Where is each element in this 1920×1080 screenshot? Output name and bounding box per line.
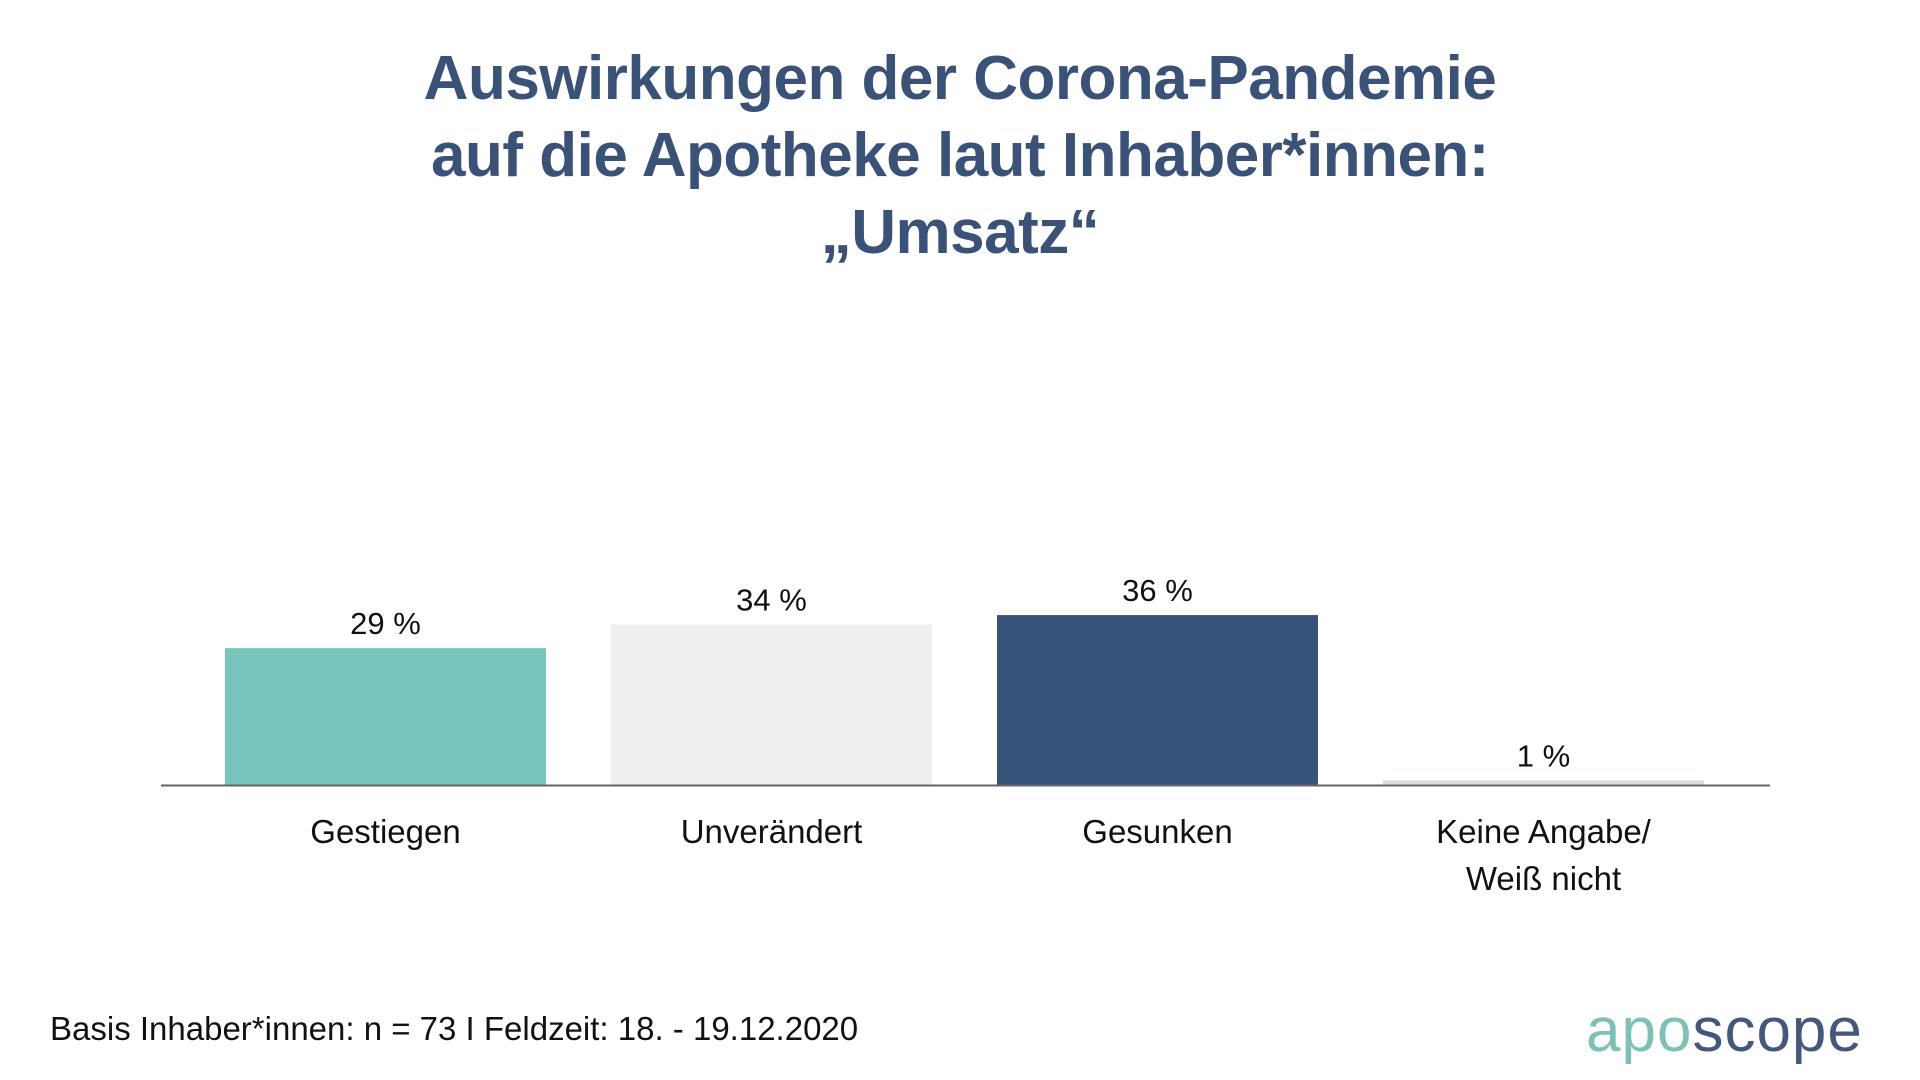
category-label: Gesunken [1082, 813, 1232, 850]
bar [611, 624, 932, 785]
value-label: 34 % [736, 583, 807, 618]
value-label: 29 % [350, 606, 421, 641]
bar [1383, 780, 1704, 785]
category-label: Gestiegen [310, 813, 460, 850]
title-line: auf die Apotheke laut Inhaber*innen: [431, 121, 1489, 190]
chart-title: Auswirkungen der Corona-Pandemie auf die… [0, 40, 1920, 271]
logo-part: apo [1586, 996, 1693, 1065]
aposcope-logo: aposcope [1586, 995, 1863, 1066]
logo-part: scope [1692, 996, 1863, 1065]
category-label: Unverändert [681, 813, 863, 850]
category-label: Keine Angabe/ [1436, 813, 1652, 850]
value-label: 36 % [1122, 573, 1193, 608]
title-line: „Umsatz“ [820, 198, 1100, 267]
bar [997, 615, 1318, 785]
title-line: Auswirkungen der Corona-Pandemie [423, 44, 1497, 113]
bar [225, 648, 546, 785]
value-label: 1 % [1517, 738, 1570, 773]
footer-note: Basis Inhaber*innen: n = 73 I Feldzeit: … [50, 1010, 859, 1047]
category-label: Weiß nicht [1466, 860, 1621, 897]
